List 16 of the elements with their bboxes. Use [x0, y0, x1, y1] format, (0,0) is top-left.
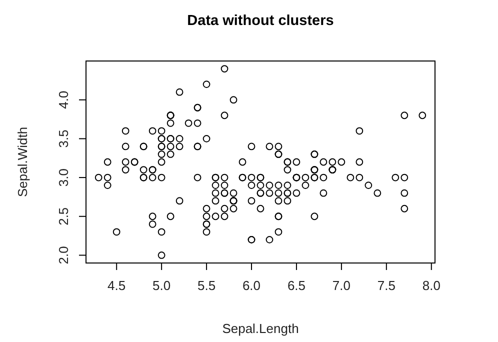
x-tick-label: 7.5 [377, 278, 396, 293]
y-tick-label: 3.5 [56, 130, 71, 148]
x-tick-label: 6.5 [287, 278, 306, 293]
x-axis-title: Sepal.Length [222, 321, 299, 336]
x-tick-label: 6.0 [242, 278, 261, 293]
x-tick-label: 8.0 [422, 278, 440, 293]
y-tick-label: 3.0 [56, 168, 71, 187]
x-tick-label: 5.0 [152, 278, 171, 293]
x-tick-label: 5.5 [197, 278, 216, 293]
y-axis-title: Sepal.Width [15, 126, 30, 198]
y-tick-label: 2.5 [56, 207, 71, 226]
x-tick-label: 7.0 [332, 278, 350, 293]
y-tick-label: 4.0 [56, 90, 71, 109]
y-tick-label: 2.0 [56, 246, 71, 264]
chart-title: Data without clusters [187, 13, 334, 29]
x-tick-label: 4.5 [108, 278, 126, 293]
